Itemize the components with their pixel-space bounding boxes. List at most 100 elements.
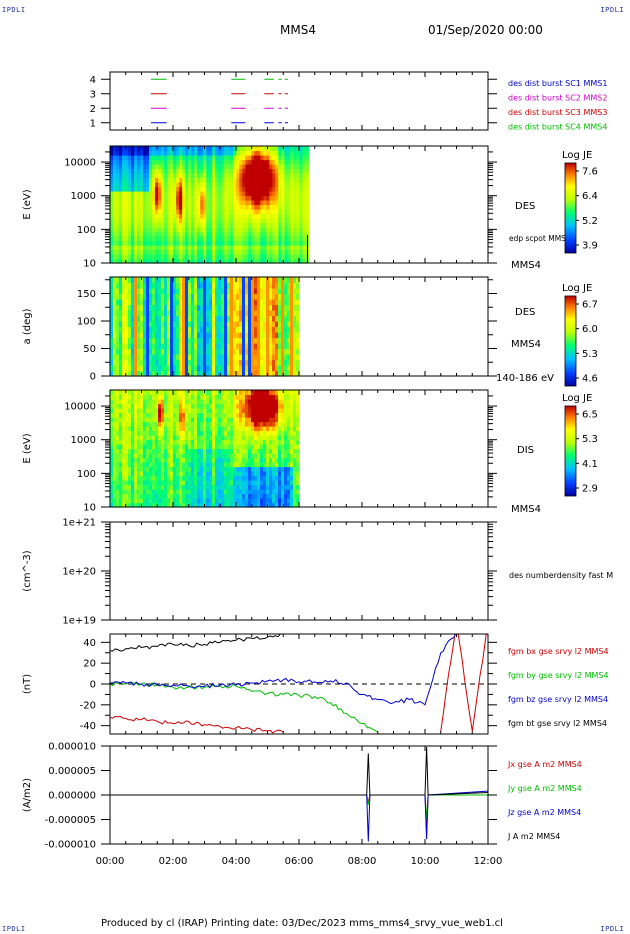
desE-heatmap-cell xyxy=(302,159,307,165)
pitch-heatmap-cell xyxy=(203,348,207,355)
pitch-heatmap-cell xyxy=(155,310,159,317)
desE-heatmap-cell xyxy=(230,177,234,183)
desE-heatmap-cell xyxy=(224,146,228,152)
desE-heatmap-cell xyxy=(161,155,165,161)
desE-heatmap-cell xyxy=(200,258,204,264)
disE-heatmap-cell xyxy=(155,457,159,463)
desE-heatmap-cell xyxy=(209,222,213,228)
desE-heatmap-cell xyxy=(251,213,255,219)
desE-heatmap-cell xyxy=(191,150,195,156)
pitch-heatmap-cell xyxy=(284,299,288,306)
desE-heatmap-cell xyxy=(260,213,264,219)
dis-energy-ytick-label: 100 xyxy=(77,469,96,480)
pitch-heatmap-cell xyxy=(290,288,294,295)
disE-heatmap-cell xyxy=(125,435,129,441)
disE-heatmap-cell xyxy=(182,502,186,508)
desE-heatmap-cell xyxy=(179,213,183,219)
pitch-heatmap-cell xyxy=(260,370,264,377)
desE-heatmap-cell xyxy=(269,150,273,156)
desE-heatmap-cell xyxy=(299,204,304,210)
desE-heatmap-cell xyxy=(119,164,123,170)
pitch-heatmap-cell xyxy=(134,359,138,366)
pitch-heatmap-cell xyxy=(134,343,138,350)
pitch-heatmap-cell xyxy=(260,282,264,289)
desE-heatmap-cell xyxy=(245,159,249,165)
desE-heatmap-cell xyxy=(182,258,186,264)
disE-heatmap-cell xyxy=(128,430,132,436)
pitch-heatmap-cell xyxy=(128,288,132,295)
pitch-heatmap-cell xyxy=(146,282,150,289)
disE-heatmap-cell xyxy=(290,453,294,459)
disE-heatmap-cell xyxy=(140,493,144,499)
disE-heatmap-cell xyxy=(227,475,231,481)
pitch-heatmap-cell xyxy=(167,299,171,306)
desE-heatmap-cell xyxy=(134,200,138,206)
desE-heatmap-cell xyxy=(254,218,258,224)
desE-heatmap-cell xyxy=(194,254,198,260)
disE-heatmap-cell xyxy=(290,426,294,432)
disE-heatmap-cell xyxy=(137,493,141,499)
desE-heatmap-cell xyxy=(134,227,138,233)
disE-heatmap-cell xyxy=(170,453,174,459)
pitch-heatmap-cell xyxy=(266,359,270,366)
pitch-heatmap-cell xyxy=(293,326,297,333)
availability-legend-entry: des dist burst SC3 MMS3 xyxy=(508,108,607,117)
pitch-heatmap-cell xyxy=(242,293,246,300)
desE-heatmap-cell xyxy=(158,164,162,170)
desE-heatmap-cell xyxy=(239,249,243,255)
desE-heatmap-cell xyxy=(164,218,168,224)
disE-heatmap-cell xyxy=(146,484,150,490)
desE-heatmap-cell xyxy=(170,200,174,206)
disE-heatmap-cell xyxy=(143,475,147,481)
disE-heatmap-cell xyxy=(113,408,117,414)
desE-heatmap-cell xyxy=(221,222,225,228)
disE-heatmap-cell xyxy=(248,426,252,432)
desE-heatmap-cell xyxy=(179,150,183,156)
desE-heatmap-cell xyxy=(284,186,289,192)
disE-heatmap-cell xyxy=(167,480,171,486)
pitch-heatmap-cell xyxy=(191,337,195,344)
pitch-heatmap-cell xyxy=(155,365,159,372)
pitch-heatmap-cell xyxy=(209,315,213,322)
desE-heatmap-cell xyxy=(263,240,267,246)
disE-heatmap-cell xyxy=(209,471,213,477)
desE-heatmap-cell xyxy=(122,168,126,174)
disE-heatmap-cell xyxy=(248,444,252,450)
disE-heatmap-cell xyxy=(113,439,117,445)
desE-heatmap-cell xyxy=(242,213,246,219)
pitch-heatmap-cell xyxy=(236,370,240,377)
desE-heatmap-cell xyxy=(242,150,246,156)
disE-heatmap-cell xyxy=(233,502,237,508)
disE-heatmap-cell xyxy=(173,399,177,405)
pitch-heatmap-cell xyxy=(200,277,204,284)
pitch-heatmap-cell xyxy=(191,299,195,306)
desE-heatmap-cell xyxy=(122,186,126,192)
desE-heatmap-cell xyxy=(143,146,147,152)
desE-heatmap-cell xyxy=(200,150,204,156)
disE-heatmap-cell xyxy=(134,484,138,490)
disE-heatmap-cell xyxy=(173,502,177,508)
disE-heatmap-cell xyxy=(149,435,153,441)
disE-heatmap-cell xyxy=(224,493,228,499)
disE-heatmap-cell xyxy=(209,399,213,405)
pitch-heatmap-cell xyxy=(137,348,141,355)
desE-heatmap-cell xyxy=(200,155,204,161)
disE-heatmap-cell xyxy=(155,430,159,436)
disE-heatmap-cell xyxy=(296,444,300,450)
pitch-heatmap-cell xyxy=(284,365,288,372)
desE-heatmap-cell xyxy=(281,186,285,192)
disE-heatmap-cell xyxy=(113,498,117,504)
desE-heatmap-cell xyxy=(167,240,171,246)
desE-heatmap-cell xyxy=(224,240,228,246)
desE-heatmap-cell xyxy=(176,249,180,255)
desE-heatmap-cell xyxy=(149,155,153,161)
pitch-heatmap-cell xyxy=(260,277,264,284)
desE-heatmap-cell xyxy=(113,227,117,233)
desE-heatmap-cell xyxy=(248,227,252,233)
desE-heatmap-cell xyxy=(161,159,165,165)
desE-heatmap-cell xyxy=(122,222,126,228)
pitch-heatmap-cell xyxy=(152,304,156,311)
disE-heatmap-cell xyxy=(200,435,204,441)
disE-heatmap-cell xyxy=(284,498,288,504)
disE-heatmap-cell xyxy=(230,439,234,445)
